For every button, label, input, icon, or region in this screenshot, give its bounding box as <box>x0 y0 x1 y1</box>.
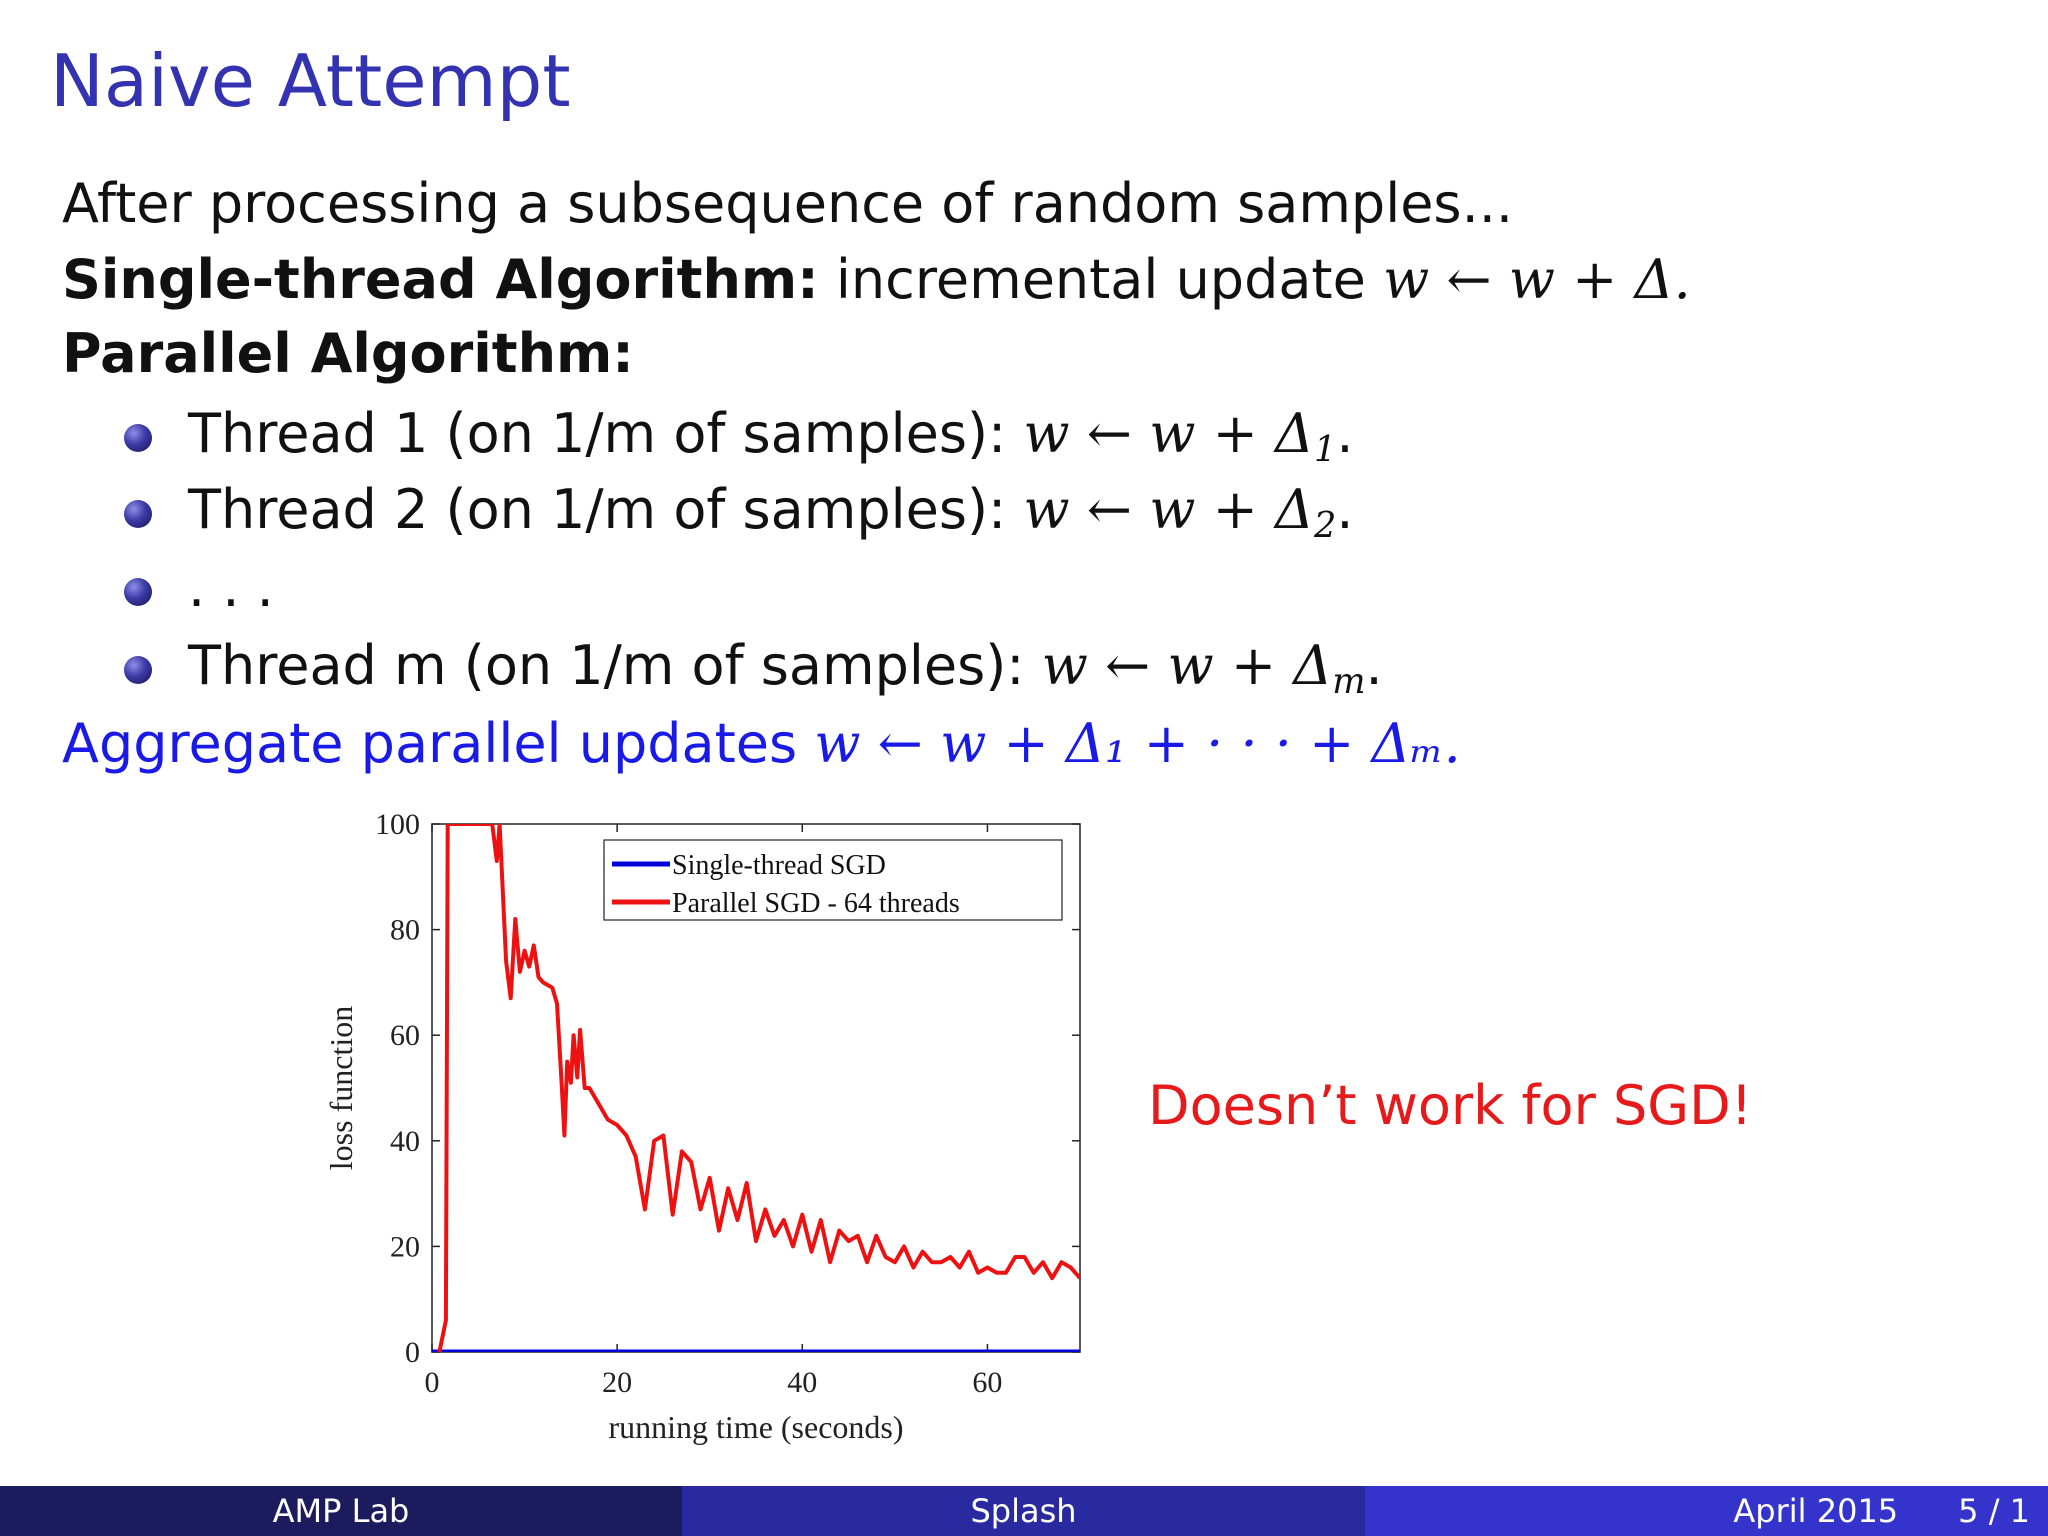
loss-chart: 0 20 40 60 0 20 40 60 80 100 running time (seconds… <box>300 790 1100 1460</box>
single-thread-text: incremental update <box>818 248 1383 311</box>
legend-label: Single-thread SGD <box>672 850 886 881</box>
y-tick-label: 40 <box>390 1125 420 1158</box>
bullet-end: . <box>1336 478 1354 541</box>
single-thread-label: Single-thread Algorithm: <box>62 248 819 311</box>
y-tick-label: 80 <box>390 914 420 947</box>
aggregate-line: Aggregate parallel updates w ← w + Δ₁ + … <box>62 712 1461 777</box>
bullet-text: Thread 1 (on 1/m of samples): <box>188 402 1024 465</box>
parallel-label: Parallel Algorithm: <box>62 322 634 385</box>
legend-label: Parallel SGD - 64 threads <box>672 888 960 919</box>
y-tick-label: 60 <box>390 1019 420 1052</box>
single-thread-math: w ← w + Δ. <box>1383 248 1691 311</box>
footer-bar: AMP Lab Splash April 2015 5 / 1 <box>0 1486 2048 1536</box>
bullet-end: . <box>1336 402 1354 465</box>
bullet-sub: m <box>1332 660 1366 702</box>
footer-date: April 2015 <box>1733 1492 1899 1530</box>
bullet-sub: 1 <box>1314 428 1337 470</box>
bullet-icon <box>124 500 152 528</box>
single-thread-line: Single-thread Algorithm: incremental upd… <box>62 248 1691 313</box>
x-tick-label: 0 <box>425 1366 440 1399</box>
bullet-ellipsis: . . . <box>124 556 274 621</box>
bullet-math: w ← w + Δ <box>1023 478 1315 541</box>
bullet-text: Thread 2 (on 1/m of samples): <box>188 478 1024 541</box>
aggregate-text: Aggregate parallel updates <box>62 712 815 775</box>
x-tick-label: 20 <box>602 1366 632 1399</box>
aggregate-math: w ← w + Δ₁ + · · · + Δₘ. <box>814 712 1461 775</box>
footer-page: 5 / 1 <box>1958 1492 2030 1530</box>
footer-right: April 2015 5 / 1 <box>1365 1486 2048 1536</box>
legend-box <box>603 839 1063 921</box>
bullet-text: Thread m (on 1/m of samples): <box>188 634 1042 697</box>
loss-chart-svg: 0 20 40 60 0 20 40 60 80 100 running time (seconds… <box>323 808 1081 1445</box>
bullet-icon <box>124 656 152 684</box>
footer-title: Splash <box>682 1486 1365 1536</box>
bullet-thread-1: Thread 1 (on 1/m of samples): w ← w + Δ1… <box>124 402 1354 471</box>
bullet-sub: 2 <box>1314 504 1337 546</box>
bullet-math: w ← w + Δ <box>1041 634 1333 697</box>
x-tick-label: 40 <box>787 1366 817 1399</box>
y-tick-label: 20 <box>390 1230 420 1263</box>
x-tick-label: 60 <box>972 1366 1002 1399</box>
bullet-end: . <box>1365 634 1383 697</box>
bullet-text: . . . <box>188 556 274 619</box>
y-tick-label: 0 <box>405 1336 420 1369</box>
x-axis-label: running time (seconds) <box>608 1409 903 1445</box>
bullet-math: w ← w + Δ <box>1023 402 1315 465</box>
y-tick-label: 100 <box>375 808 420 841</box>
series-line-parallel <box>437 824 1080 1352</box>
bullet-icon <box>124 424 152 452</box>
intro-line: After processing a subsequence of random… <box>62 172 1514 235</box>
bullet-thread-2: Thread 2 (on 1/m of samples): w ← w + Δ2… <box>124 478 1354 547</box>
bullet-icon <box>124 578 152 606</box>
y-axis-label: loss function <box>323 1006 359 1170</box>
doesnt-work-note: Doesn’t work for SGD! <box>1148 1074 1753 1137</box>
series-group <box>432 824 1080 1352</box>
slide-title: Naive Attempt <box>50 39 571 123</box>
footer-author: AMP Lab <box>0 1486 682 1536</box>
bullet-thread-m: Thread m (on 1/m of samples): w ← w + Δm… <box>124 634 1383 703</box>
